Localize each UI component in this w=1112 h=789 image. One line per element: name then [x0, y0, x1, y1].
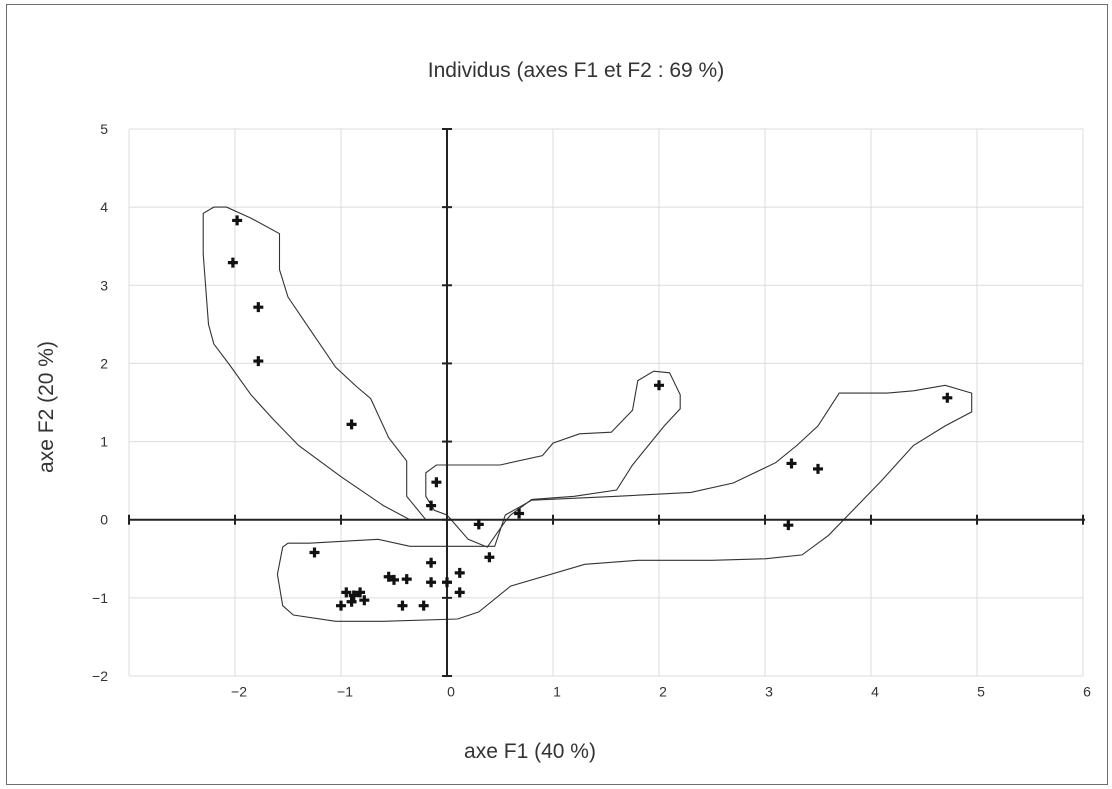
- data-point: [442, 577, 452, 587]
- data-point: [474, 519, 484, 529]
- y-axis-label: axe F2 (20 %): [35, 341, 58, 473]
- y-tick-label: 5: [100, 121, 108, 137]
- x-tick-label: 3: [765, 684, 773, 700]
- group-outline-3: [277, 385, 971, 621]
- data-point: [455, 587, 465, 597]
- data-point: [654, 380, 664, 390]
- y-tick-label: 2: [100, 355, 108, 371]
- data-point: [228, 258, 238, 268]
- axes: [129, 129, 1085, 676]
- chart-title: Individus (axes F1 et F2 : 69 %): [428, 59, 724, 82]
- data-point: [402, 574, 412, 584]
- x-tick-label: −2: [231, 684, 247, 700]
- x-tick-label: 4: [871, 684, 879, 700]
- data-point: [253, 356, 263, 366]
- data-point: [484, 552, 494, 562]
- data-point: [787, 458, 797, 468]
- chart-frame: Individus (axes F1 et F2 : 69 %) −2 −1 0 1 2…: [6, 4, 1108, 785]
- x-tick-label: 2: [659, 684, 667, 700]
- data-point: [426, 577, 436, 587]
- data-point: [426, 558, 436, 568]
- data-point: [514, 508, 524, 518]
- data-point: [253, 302, 263, 312]
- data-points: [228, 215, 952, 610]
- data-point: [813, 464, 823, 474]
- data-point: [310, 548, 320, 558]
- y-tick-label: 0: [100, 512, 108, 528]
- y-tick-label: −1: [92, 590, 108, 606]
- data-point: [431, 477, 441, 487]
- data-point: [347, 419, 357, 429]
- x-tick-label: 5: [977, 684, 985, 700]
- data-point: [397, 601, 407, 611]
- data-point: [942, 393, 952, 403]
- y-tick-label: 3: [100, 277, 108, 293]
- group-outlines: [203, 207, 972, 621]
- x-tick-labels: −2 −1 0 1 2 3 4 5 6: [231, 684, 1091, 700]
- data-point: [232, 215, 242, 225]
- y-tick-labels: −2 −1 0 1 2 3 4 5: [92, 121, 108, 684]
- scatter-chart: Individus (axes F1 et F2 : 69 %) −2 −1 0 1 2…: [7, 5, 1107, 784]
- x-tick-label: 6: [1083, 684, 1091, 700]
- y-tick-label: 1: [100, 434, 108, 450]
- data-point: [455, 568, 465, 578]
- data-point: [336, 601, 346, 611]
- x-axis-label: axe F1 (40 %): [464, 740, 596, 763]
- y-tick-label: 4: [100, 199, 108, 215]
- x-tick-label: 1: [553, 684, 561, 700]
- data-point: [419, 601, 429, 611]
- gridlines: [129, 129, 1083, 676]
- x-tick-label: 0: [447, 684, 455, 700]
- data-point: [783, 520, 793, 530]
- x-tick-label: −1: [337, 684, 353, 700]
- data-point: [426, 501, 436, 511]
- y-tick-label: −2: [92, 668, 108, 684]
